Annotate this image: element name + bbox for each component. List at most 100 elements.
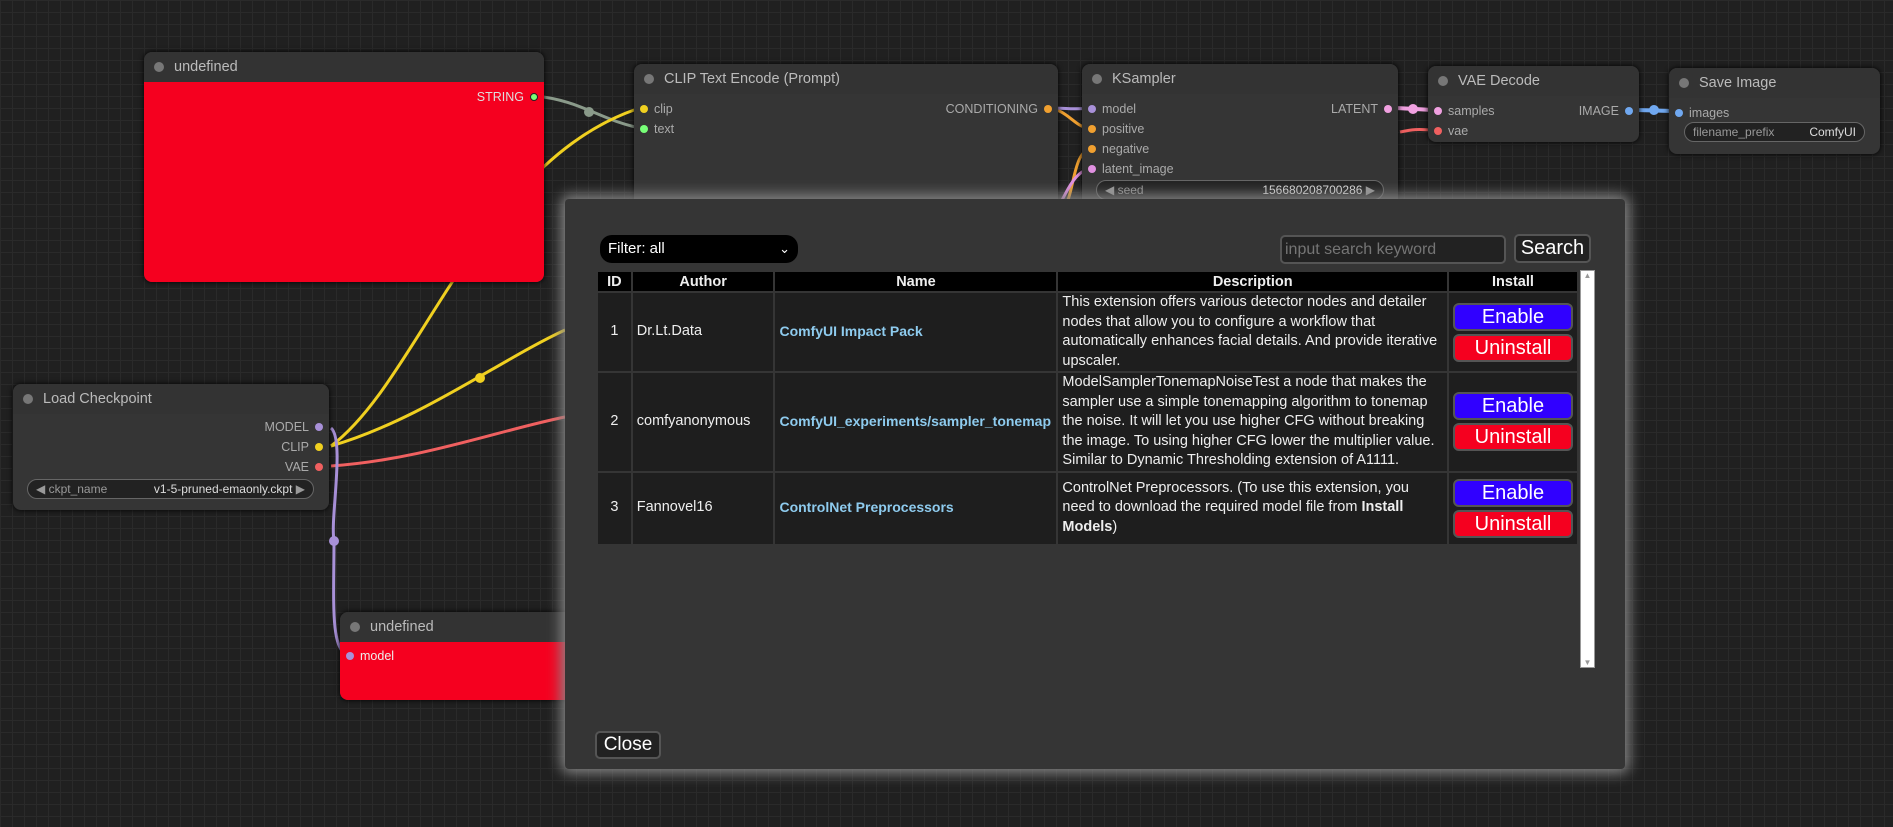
slot-label: IMAGE bbox=[1578, 104, 1619, 118]
load-checkpoint-node[interactable]: Load Checkpoint MODEL CLIP VAE ◀ ckpt_na… bbox=[13, 384, 329, 510]
node-title: CLIP Text Encode (Prompt) bbox=[664, 71, 840, 87]
node-title: KSampler bbox=[1112, 71, 1176, 87]
table-header: ID Author Name Description Install bbox=[596, 270, 1580, 293]
table-scrollbar[interactable]: ▲ ▼ bbox=[1580, 270, 1595, 668]
column-header: ID bbox=[596, 270, 633, 293]
input-samples[interactable]: samples bbox=[1434, 104, 1495, 118]
slot-label: vae bbox=[1448, 124, 1469, 138]
description-text: ) bbox=[1112, 518, 1118, 535]
slot-label: VAE bbox=[284, 460, 309, 474]
collapse-dot-icon[interactable] bbox=[350, 622, 360, 632]
uninstall-button[interactable]: Uninstall bbox=[1452, 423, 1573, 452]
cell-description: ModelSamplerTonemapNoiseTest a node that… bbox=[1056, 371, 1449, 473]
slot-label: LATENT bbox=[1331, 102, 1378, 116]
slot-label: text bbox=[654, 122, 675, 136]
input-latent-image[interactable]: latent_image bbox=[1088, 162, 1174, 176]
scroll-up-icon[interactable]: ▲ bbox=[1583, 271, 1592, 280]
search-input[interactable] bbox=[1280, 235, 1506, 264]
cell-id: 2 bbox=[596, 371, 633, 473]
output-image[interactable]: IMAGE bbox=[1579, 104, 1633, 118]
input-negative[interactable]: negative bbox=[1088, 142, 1149, 156]
seed-widget[interactable]: ◀ seed 156680208700286 ▶ bbox=[1096, 180, 1384, 200]
enable-button[interactable]: Enable bbox=[1452, 478, 1573, 507]
uninstall-button[interactable]: Uninstall bbox=[1452, 333, 1573, 362]
filter-select[interactable]: Filter: all ⌄ bbox=[600, 235, 798, 263]
chevron-down-icon: ⌄ bbox=[779, 241, 790, 256]
slot-label: positive bbox=[1102, 122, 1145, 136]
table-row: 2 comfyanonymous ComfyUI_experiments/sam… bbox=[596, 371, 1580, 473]
widget-value: 156680208700286 bbox=[1262, 183, 1363, 197]
undefined-node-bottom[interactable]: undefined model bbox=[340, 612, 580, 700]
search-button[interactable]: Search bbox=[1514, 234, 1591, 263]
slot-label: images bbox=[1689, 106, 1730, 120]
widget-label: ckpt_name bbox=[48, 482, 108, 496]
vae-decode-node[interactable]: VAE Decode samples vae IMAGE bbox=[1428, 66, 1639, 142]
extension-link[interactable]: ComfyUI Impact Pack bbox=[779, 322, 923, 339]
column-header: Name bbox=[773, 270, 1059, 293]
widget-value: ComfyUI bbox=[1809, 125, 1856, 139]
slot-label: model bbox=[1102, 102, 1137, 116]
node-title: Save Image bbox=[1699, 75, 1777, 91]
collapse-dot-icon[interactable] bbox=[1092, 74, 1102, 84]
ksampler-node[interactable]: KSampler model positive negative latent_… bbox=[1082, 64, 1398, 214]
input-clip[interactable]: clip bbox=[640, 102, 673, 116]
description-text: ControlNet Preprocessors. (To use this e… bbox=[1062, 479, 1409, 516]
output-conditioning[interactable]: CONDITIONING bbox=[946, 102, 1052, 116]
input-images[interactable]: images bbox=[1675, 106, 1729, 120]
clip-text-encode-node[interactable]: CLIP Text Encode (Prompt) clip text COND… bbox=[634, 64, 1058, 214]
column-header: Author bbox=[630, 270, 776, 293]
collapse-dot-icon[interactable] bbox=[1679, 78, 1689, 88]
node-title: undefined bbox=[370, 619, 434, 635]
node-title: undefined bbox=[174, 59, 238, 75]
collapse-dot-icon[interactable] bbox=[644, 74, 654, 84]
extensions-table: ID Author Name Description Install 1 Dr.… bbox=[596, 270, 1580, 546]
input-model[interactable]: model bbox=[1088, 102, 1136, 116]
output-vae[interactable]: VAE bbox=[285, 460, 323, 474]
collapse-dot-icon[interactable] bbox=[1438, 76, 1448, 86]
input-text[interactable]: text bbox=[640, 122, 674, 136]
column-header: Description bbox=[1056, 270, 1449, 293]
output-clip[interactable]: CLIP bbox=[281, 440, 323, 454]
slot-label: model bbox=[360, 649, 395, 663]
uninstall-button[interactable]: Uninstall bbox=[1452, 509, 1573, 538]
filename-prefix-widget[interactable]: filename_prefix ComfyUI bbox=[1684, 122, 1865, 142]
cell-description: This extension offers various detector n… bbox=[1056, 291, 1449, 373]
output-string[interactable]: STRING bbox=[477, 90, 538, 104]
extension-link[interactable]: ComfyUI_experiments/sampler_tonemap bbox=[779, 412, 1051, 429]
node-title: VAE Decode bbox=[1458, 73, 1540, 89]
filter-value: Filter: all bbox=[608, 240, 665, 257]
slot-label: samples bbox=[1448, 104, 1495, 118]
ckpt-name-widget[interactable]: ◀ ckpt_name v1-5-pruned-emaonly.ckpt ▶ bbox=[27, 479, 314, 499]
output-latent[interactable]: LATENT bbox=[1331, 102, 1392, 116]
enable-button[interactable]: Enable bbox=[1452, 392, 1573, 421]
cell-author: Dr.Lt.Data bbox=[630, 291, 776, 373]
column-header: Install bbox=[1446, 270, 1580, 293]
table-row: 1 Dr.Lt.Data ComfyUI Impact Pack This ex… bbox=[596, 291, 1580, 373]
cell-id: 3 bbox=[596, 470, 633, 546]
close-button[interactable]: Close bbox=[595, 731, 661, 759]
collapse-dot-icon[interactable] bbox=[23, 394, 33, 404]
input-vae[interactable]: vae bbox=[1434, 124, 1468, 138]
enable-button[interactable]: Enable bbox=[1452, 302, 1573, 331]
input-positive[interactable]: positive bbox=[1088, 122, 1144, 136]
slot-label: clip bbox=[654, 102, 673, 116]
slot-label: negative bbox=[1102, 142, 1150, 156]
undefined-node-top[interactable]: undefined STRING bbox=[144, 52, 544, 282]
slot-label: latent_image bbox=[1102, 162, 1174, 176]
scroll-down-icon[interactable]: ▼ bbox=[1583, 658, 1592, 667]
extension-link[interactable]: ControlNet Preprocessors bbox=[779, 498, 954, 515]
output-model[interactable]: MODEL bbox=[265, 420, 323, 434]
input-model[interactable]: model bbox=[346, 649, 394, 663]
slot-label: MODEL bbox=[264, 420, 309, 434]
custom-nodes-manager-dialog: Filter: all ⌄ Search ID Author Name Descr… bbox=[565, 199, 1625, 769]
collapse-dot-icon[interactable] bbox=[154, 62, 164, 72]
table-row: 3 Fannovel16 ControlNet Preprocessors Co… bbox=[596, 470, 1580, 546]
slot-label: STRING bbox=[476, 90, 524, 104]
cell-author: Fannovel16 bbox=[630, 470, 776, 546]
widget-label: filename_prefix bbox=[1693, 125, 1775, 139]
cell-author: comfyanonymous bbox=[630, 371, 776, 473]
install-models-text: Install Models bbox=[1062, 499, 1404, 535]
save-image-node[interactable]: Save Image images filename_prefix ComfyUI bbox=[1669, 68, 1880, 154]
slot-label: CLIP bbox=[281, 440, 309, 454]
slot-label: CONDITIONING bbox=[945, 102, 1038, 116]
